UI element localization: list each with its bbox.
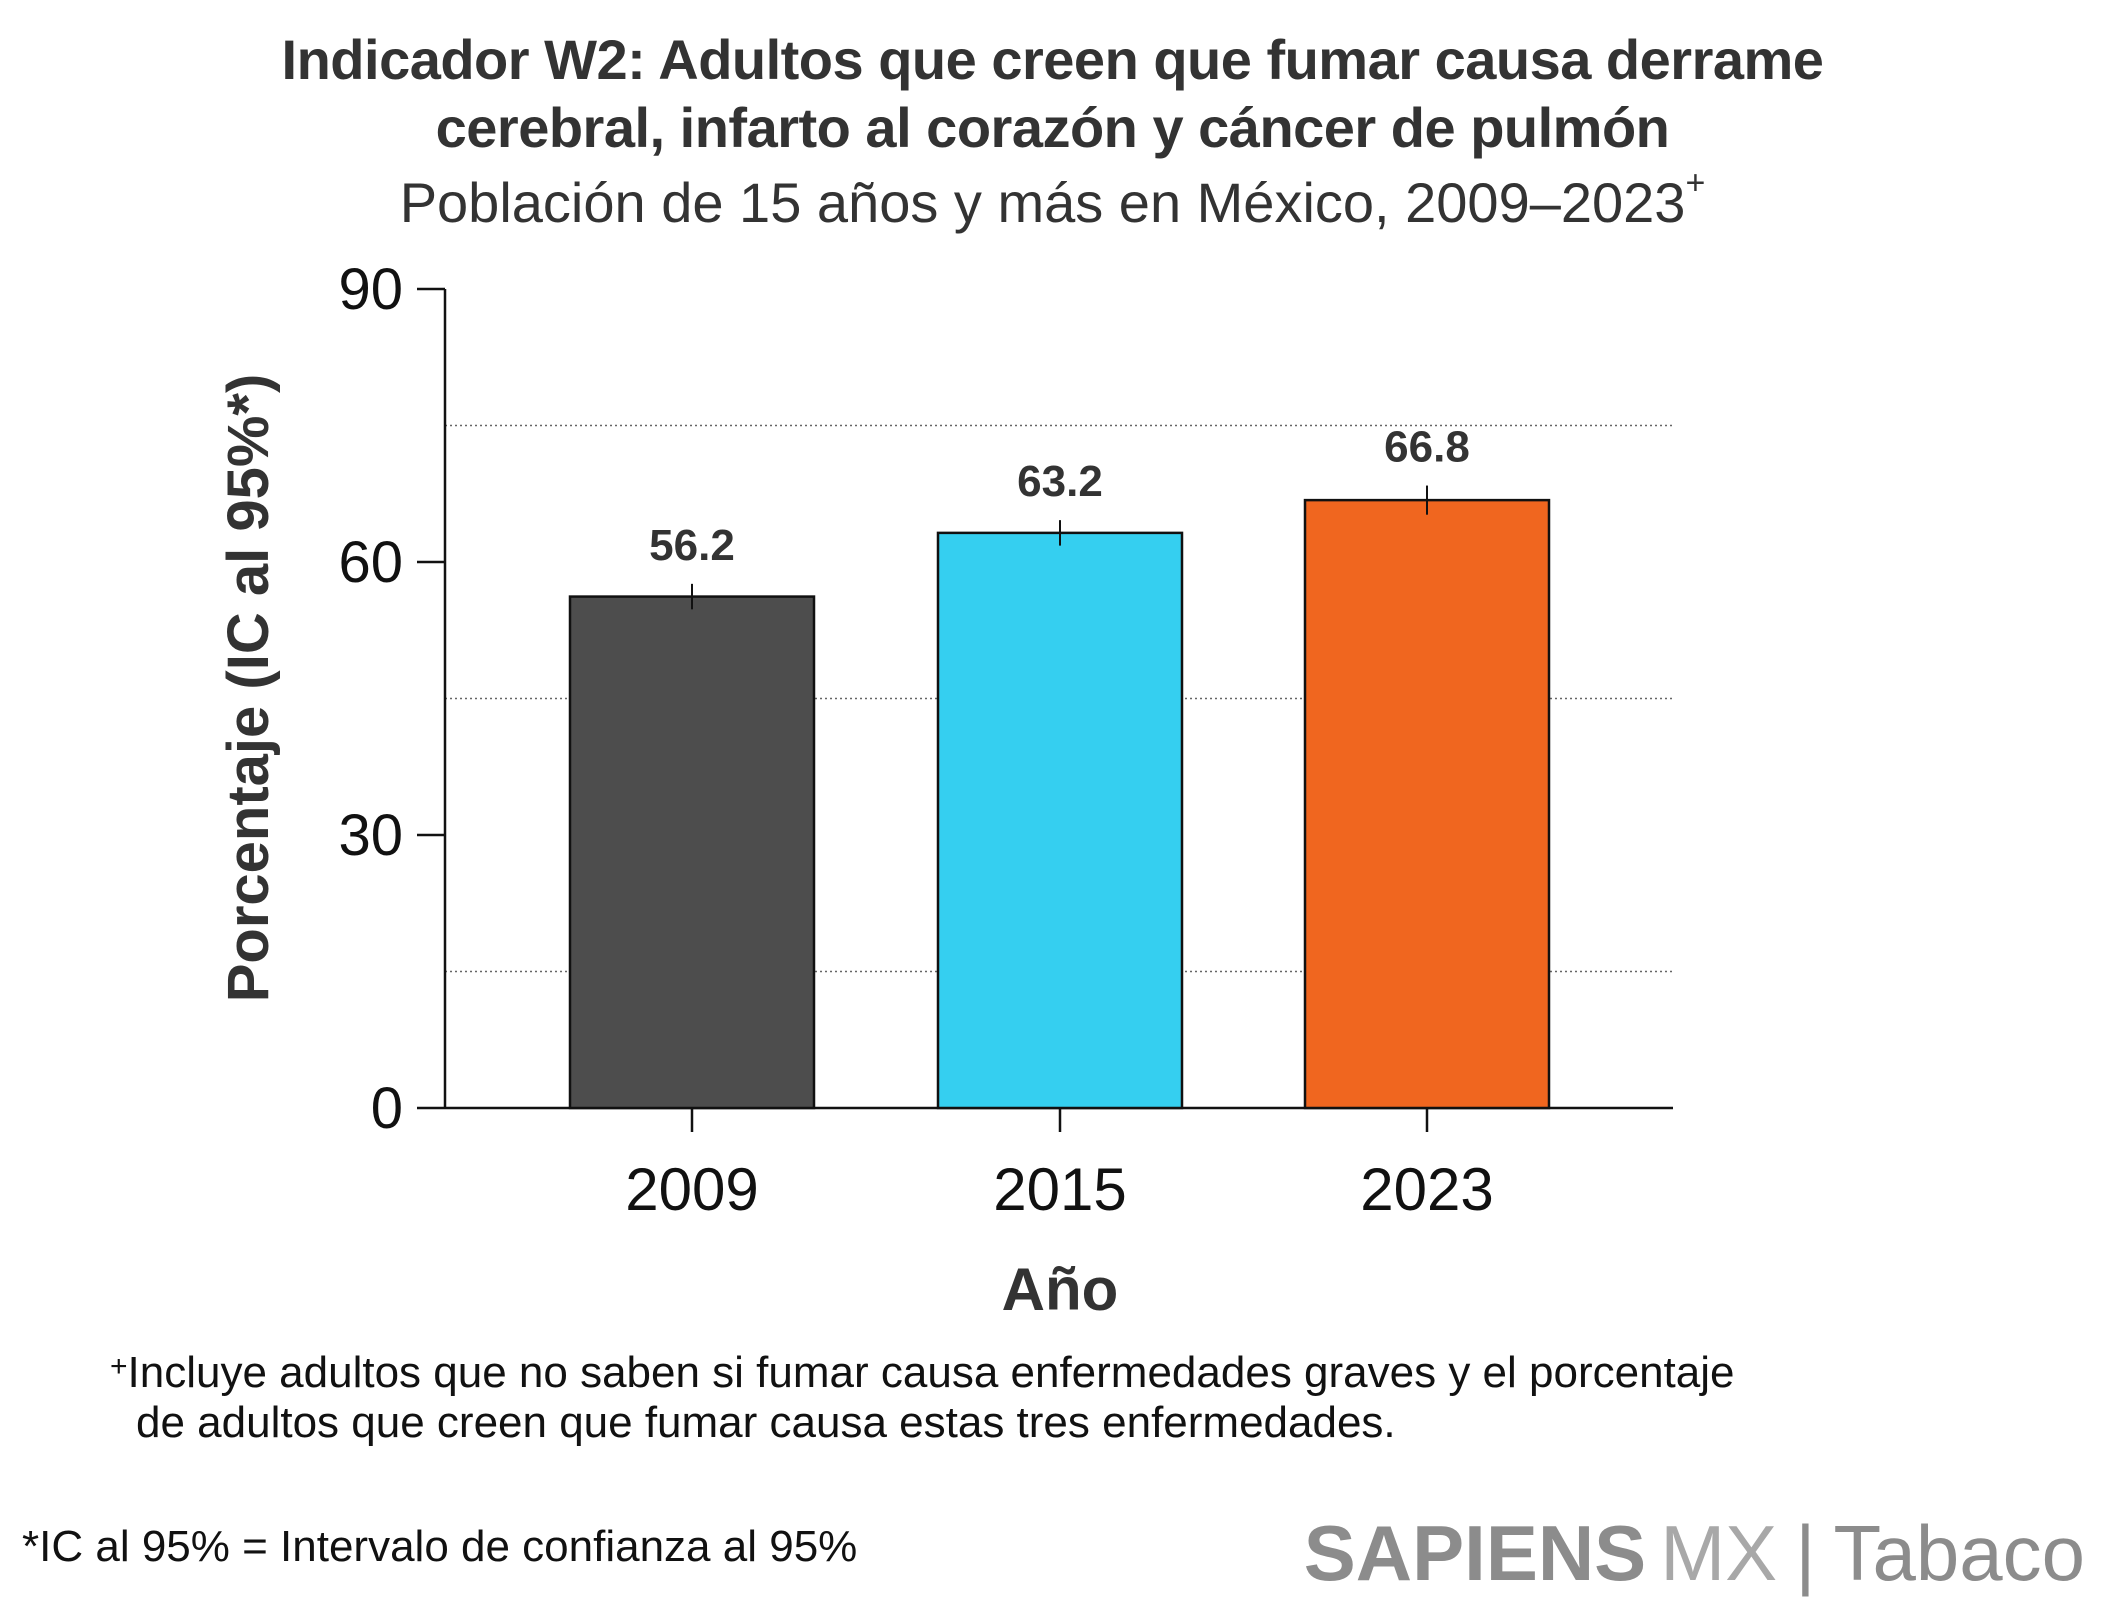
- footnote-line-1: +Incluye adultos que no saben si fumar c…: [110, 1348, 1735, 1398]
- data-label-2009: 56.2: [649, 521, 735, 570]
- y-axis-label: Porcentaje (IC al 95%*): [216, 374, 281, 1003]
- chart-title-line-1: Indicador W2: Adultos que creen que fuma…: [281, 28, 1824, 91]
- brand-section: Tabaco: [1833, 1509, 2085, 1597]
- subtitle-text: Población de 15 años y más en México, 20…: [399, 171, 1686, 234]
- chart-title-line-2: cerebral, infarto al corazón y cáncer de…: [435, 96, 1670, 159]
- y-tick-label: 60: [338, 530, 403, 595]
- x-axis-label: Año: [1002, 1256, 1119, 1323]
- y-tick-label: 0: [371, 1076, 403, 1141]
- x-tick-label-2009: 2009: [625, 1156, 758, 1223]
- y-tick-label: 30: [338, 803, 403, 868]
- data-label-2015: 63.2: [1017, 457, 1103, 506]
- footnote-mark: +: [110, 1350, 128, 1383]
- brand-suffix: MX: [1660, 1509, 1778, 1597]
- y-tick-label: 90: [338, 257, 403, 322]
- footnote-line-2: de adultos que creen que fumar causa est…: [136, 1398, 1396, 1447]
- brand-name: SAPIENS: [1303, 1509, 1647, 1597]
- ci-footnote: *IC al 95% = Intervalo de confianza al 9…: [22, 1522, 858, 1571]
- subtitle-mark: +: [1685, 164, 1706, 203]
- data-label-2023: 66.8: [1384, 423, 1470, 472]
- bar-2023: [1303, 498, 1551, 1110]
- chart-subtitle: Población de 15 años y más en México, 20…: [0, 164, 2105, 235]
- bar-2009: [568, 595, 816, 1110]
- x-tick-label-2015: 2015: [993, 1156, 1126, 1223]
- x-tick-label-2023: 2023: [1360, 1156, 1493, 1223]
- footnote-text-1: Incluye adultos que no saben si fumar ca…: [127, 1348, 1735, 1397]
- brand-logo: SAPIENS MX | Tabaco: [1304, 1508, 2085, 1599]
- bar-2015: [936, 531, 1184, 1110]
- brand-separator: |: [1795, 1509, 1816, 1597]
